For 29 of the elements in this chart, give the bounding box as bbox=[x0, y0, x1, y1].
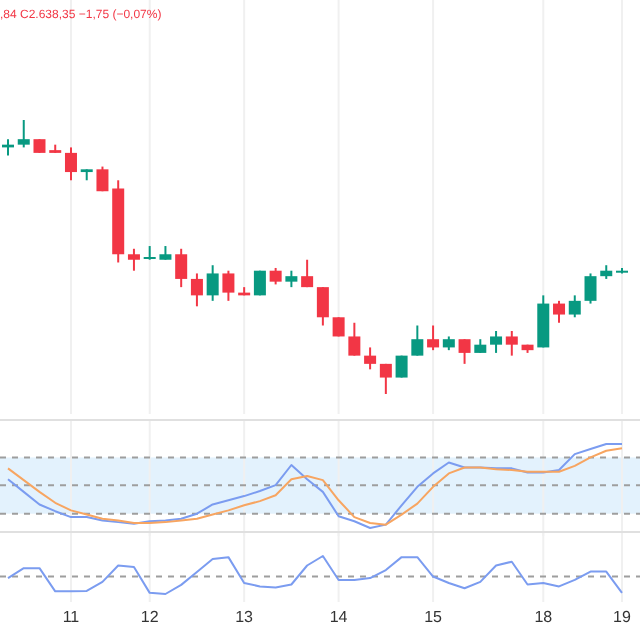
candlestick bbox=[505, 329, 518, 357]
candlestick bbox=[17, 119, 30, 149]
x-tick-label: 14 bbox=[329, 608, 349, 626]
candlestick bbox=[364, 346, 377, 371]
candlestick bbox=[490, 329, 503, 354]
candlestick bbox=[190, 272, 203, 308]
candlestick bbox=[96, 165, 109, 193]
candlestick bbox=[537, 294, 550, 349]
candlestick bbox=[379, 362, 392, 395]
candlestick bbox=[175, 247, 188, 289]
x-tick-label: 12 bbox=[140, 608, 160, 626]
candlestick bbox=[316, 286, 329, 327]
candlestick bbox=[222, 269, 235, 302]
candlestick bbox=[206, 264, 219, 302]
x-tick-label: 18 bbox=[534, 608, 554, 626]
candlestick bbox=[568, 294, 581, 319]
x-tick-label: 11 bbox=[62, 608, 81, 626]
candlestick bbox=[411, 324, 424, 357]
x-tick-label: 13 bbox=[235, 608, 255, 626]
candlestick bbox=[553, 299, 566, 324]
candlestick bbox=[301, 258, 314, 289]
x-tick-label: 15 bbox=[424, 608, 444, 626]
candlestick bbox=[458, 338, 471, 365]
candlestick bbox=[584, 272, 597, 305]
x-tick-label: 19 bbox=[613, 608, 632, 626]
candlestick bbox=[127, 247, 140, 272]
candlestick bbox=[348, 321, 361, 357]
candlestick bbox=[427, 324, 440, 352]
candlestick bbox=[64, 146, 77, 182]
